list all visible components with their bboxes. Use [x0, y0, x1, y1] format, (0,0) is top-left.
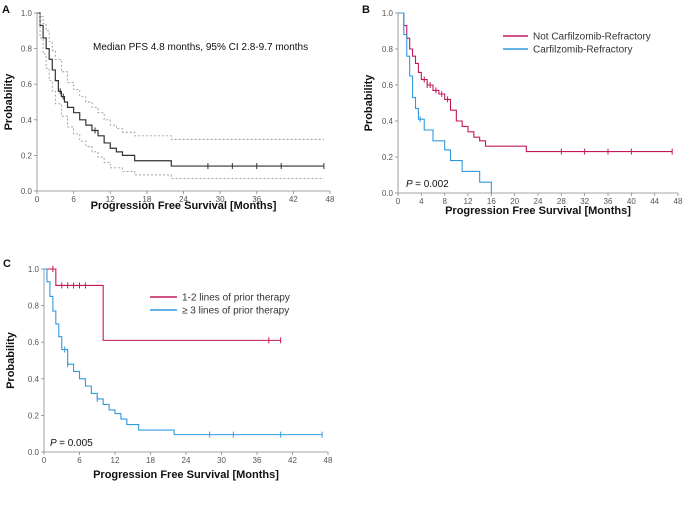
panel-a-xtick-label: 6	[71, 195, 76, 204]
panel-a-upper-ci-line	[37, 12, 324, 140]
panel-c-ytick-label: 0.4	[28, 375, 40, 384]
panel-c-label: C	[3, 258, 11, 270]
panel-c-xtick-label: 30	[217, 456, 226, 465]
panel-c-ytick-label: 0.8	[28, 302, 40, 311]
panel-b-ytick-label: 0.6	[382, 81, 394, 90]
panel-b-xtick-label: 32	[580, 197, 589, 206]
panel-b-x-axis-label: Progression Free Survival [Months]	[445, 205, 631, 217]
panel-b-legend-label: Carfilzomib-Refractory	[533, 45, 632, 56]
panel-a-ytick-label: 0.8	[21, 45, 33, 54]
panel-b-xtick-label: 8	[442, 197, 447, 206]
panel-a-ytick-label: 0.2	[21, 151, 33, 160]
panel-a-xtick-label: 24	[179, 195, 188, 204]
panel-c-ytick-label: 0.2	[28, 411, 40, 420]
panel-c-y-axis-label: Probability	[5, 331, 17, 389]
panel-b-xtick-label: 36	[604, 197, 613, 206]
panel-b-xtick-label: 48	[674, 197, 683, 206]
panel-c-x-axis-label: Progression Free Survival [Months]	[93, 469, 279, 481]
panel-b-xtick-label: 12	[464, 197, 473, 206]
panel-b-xtick-label: 4	[419, 197, 424, 206]
panel-b-xtick-label: 16	[487, 197, 496, 206]
panel-a-ytick-label: 1.0	[21, 9, 33, 18]
panel-b-legend-label: Not Carfilzomib-Refractory	[533, 32, 651, 43]
panel-b-series-2-line	[398, 12, 492, 193]
panel-c-xtick-label: 18	[146, 456, 155, 465]
panel-a-y-axis-label: Probability	[3, 73, 15, 131]
panel-b-xtick-label: 24	[534, 197, 543, 206]
panel-c-xtick-label: 42	[288, 456, 297, 465]
panel-a-lower-ci-line	[37, 12, 324, 179]
panel-b-xtick-label: 40	[627, 197, 636, 206]
panel-c-annotation: P = 0.005	[50, 438, 93, 449]
panel-a: A 0 6 12 18 24 30 36 42 48 0.0 0.2 0.4 0.6 0.8 1.0 Prog…	[2, 4, 335, 212]
panel-a-annotation: Median PFS 4.8 months, 95% CI 2.8-9.7 mo…	[93, 42, 308, 53]
panel-c-ytick-label: 1.0	[28, 265, 40, 274]
panel-a-ytick-label: 0.4	[21, 116, 33, 125]
panel-b-label: B	[362, 4, 370, 16]
panel-a-xtick-label: 30	[216, 195, 225, 204]
panel-b-xtick-label: 20	[510, 197, 519, 206]
panel-c-xtick-label: 0	[42, 456, 47, 465]
panel-a-xtick-label: 0	[35, 195, 40, 204]
panel-c-xtick-label: 48	[324, 456, 333, 465]
panel-a-ytick-label: 0.0	[21, 187, 33, 196]
panel-a-estimate-line	[37, 12, 324, 167]
panel-c-xtick-label: 6	[77, 456, 82, 465]
panel-c-ytick-label: 0.0	[28, 448, 40, 457]
panel-c-legend-label: 1-2 lines of prior therapy	[182, 293, 290, 304]
panel-c-xtick-label: 36	[253, 456, 262, 465]
panel-c-legend-label: ≥ 3 lines of prior therapy	[182, 306, 289, 317]
panel-a-axes	[36, 13, 330, 192]
panel-c-xtick-label: 12	[111, 456, 120, 465]
panel-b-ytick-label: 1.0	[382, 9, 394, 18]
panel-a-xtick-label: 12	[106, 195, 115, 204]
panel-c: C 0 6 12 18 24 30 36 42 48 0.0 0.2 0.4 0.6 0.8 1.0 Prog…	[3, 258, 333, 481]
panel-a-xtick-label: 42	[289, 195, 298, 204]
panel-b: B 0 4 8 12 16 20 24 28 32 36 40 44 480.00.20.40.60.8…	[362, 4, 683, 217]
panel-b-ytick-label: 0.4	[382, 117, 394, 126]
panel-a-x-axis-label: Progression Free Survival [Months]	[91, 200, 277, 212]
panel-b-ytick-label: 0.8	[382, 45, 394, 54]
panel-a-xtick-label: 48	[326, 195, 335, 204]
panel-b-y-axis-label: Probability	[363, 74, 375, 132]
panel-b-annotation: P = 0.002	[406, 179, 449, 190]
panel-b-ytick-label: 0.2	[382, 153, 394, 162]
panel-b-ytick-label: 0.0	[382, 189, 394, 198]
panel-c-series-2-line	[44, 268, 323, 436]
panel-a-xtick-label: 18	[142, 195, 151, 204]
panel-a-ytick-label: 0.6	[21, 80, 33, 89]
panel-b-xtick-label: 0	[396, 197, 401, 206]
panel-c-xtick-label: 24	[182, 456, 191, 465]
panel-b-series-1-line	[398, 12, 673, 153]
panel-c-ytick-label: 0.6	[28, 338, 40, 347]
panel-b-xtick-label: 28	[557, 197, 566, 206]
panel-a-label: A	[2, 4, 10, 16]
panel-b-xtick-label: 44	[650, 197, 659, 206]
panel-a-xtick-label: 36	[252, 195, 261, 204]
